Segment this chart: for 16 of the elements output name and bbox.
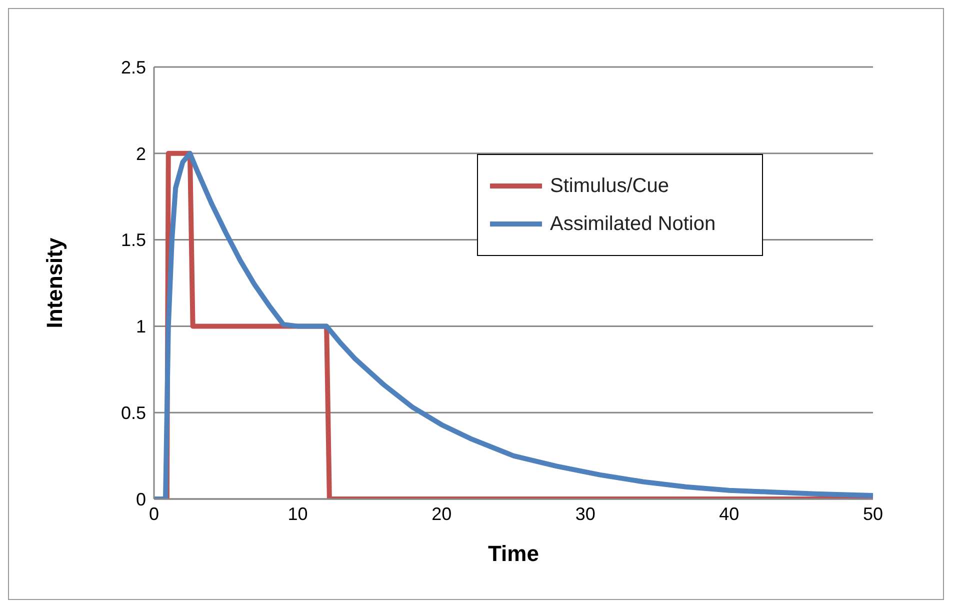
legend-label: Assimilated Notion — [550, 212, 716, 236]
legend-label: Stimulus/Cue — [550, 174, 669, 198]
y-tick-label: 0.5 — [120, 402, 146, 423]
y-tick-label: 2.5 — [120, 57, 146, 78]
y-tick-label: 0 — [136, 489, 146, 510]
x-tick-label: 50 — [862, 504, 884, 524]
x-axis-title: Time — [488, 541, 539, 566]
x-tick-label: 30 — [575, 504, 596, 524]
x-tick-label: 20 — [432, 504, 452, 524]
y-axis-title: Intensity — [42, 237, 67, 328]
x-tick-label: 40 — [719, 504, 740, 524]
y-tick-label: 1.5 — [120, 230, 146, 250]
x-tick-label: 10 — [288, 504, 308, 524]
y-tick-label: 2 — [136, 144, 146, 164]
x-tick-label: 0 — [148, 504, 160, 524]
y-tick-label: 1 — [136, 316, 146, 337]
